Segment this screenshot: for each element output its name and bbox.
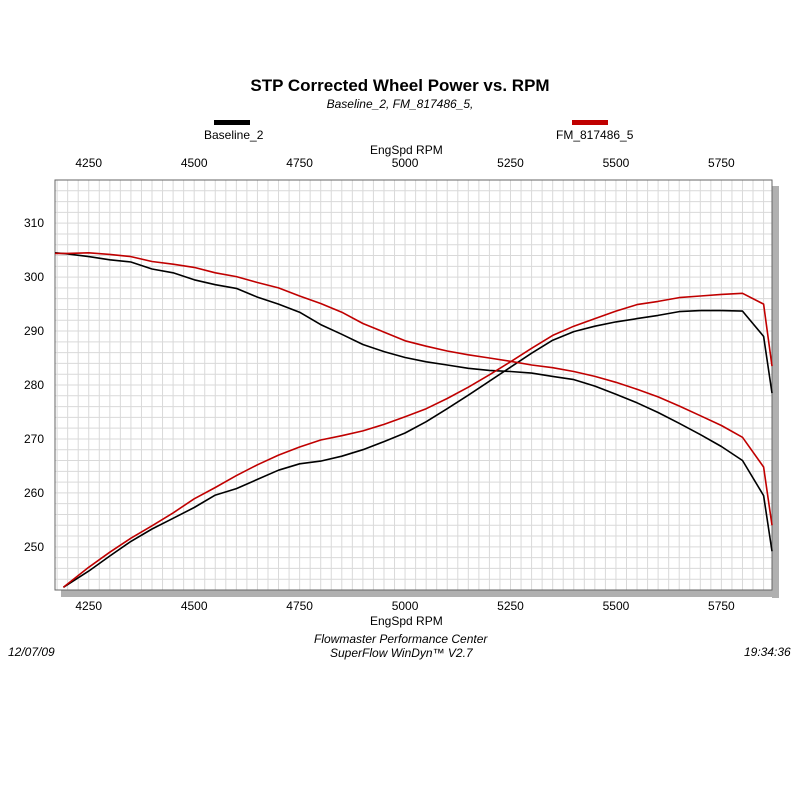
x-tick-label-top: 5250 [497, 156, 524, 170]
x-tick-label-top: 4500 [181, 156, 208, 170]
y-tick-label: 300 [24, 270, 44, 284]
chart-title: STP Corrected Wheel Power vs. RPM [250, 76, 550, 95]
y-tick-label: 270 [24, 432, 44, 446]
x-tick-label-bottom: 4250 [75, 599, 102, 613]
plot-frame [54, 179, 773, 591]
y-tick-label: 310 [24, 216, 44, 230]
x-axis-title-top: EngSpd RPM [370, 143, 443, 157]
legend-swatch-baseline [214, 120, 250, 125]
legend-label-baseline: Baseline_2 [204, 128, 264, 142]
x-tick-label-top: 4250 [75, 156, 102, 170]
x-tick-label-bottom: 5500 [603, 599, 630, 613]
x-tick-label-top: 4750 [286, 156, 313, 170]
footer-center-line2: SuperFlow WinDyn™ V2.7 [330, 646, 473, 660]
plot-shadow-right [772, 186, 779, 598]
plot-shadow-bottom [61, 590, 779, 597]
x-tick-label-top: 5000 [392, 156, 419, 170]
y-tick-label: 260 [24, 486, 44, 500]
series-line-fm-power [62, 292, 773, 588]
x-axis-title-bottom: EngSpd RPM [370, 614, 443, 628]
series-line-baseline-torque [54, 252, 773, 552]
chart-subtitle: Baseline_2, FM_817486_5, [326, 97, 474, 111]
footer-center-line1: Flowmaster Performance Center [314, 632, 488, 646]
y-tick-label: 290 [24, 324, 44, 338]
x-tick-label-top: 5750 [708, 156, 735, 170]
x-tick-label-bottom: 5000 [392, 599, 419, 613]
legend-swatch-fm [572, 120, 608, 125]
footer-date: 12/07/09 [8, 645, 55, 659]
x-tick-label-bottom: 4750 [286, 599, 313, 613]
x-tick-label-bottom: 4500 [181, 599, 208, 613]
x-tick-label-bottom: 5750 [708, 599, 735, 613]
x-tick-label-top: 5500 [603, 156, 630, 170]
legend-label-fm: FM_817486_5 [556, 128, 634, 142]
y-tick-label: 280 [24, 378, 44, 392]
x-tick-label-bottom: 5250 [497, 599, 524, 613]
series-line-baseline-power [62, 309, 773, 588]
series-line-fm-torque [55, 252, 773, 526]
footer-time: 19:34:36 [744, 645, 791, 659]
y-tick-label: 250 [24, 540, 44, 554]
